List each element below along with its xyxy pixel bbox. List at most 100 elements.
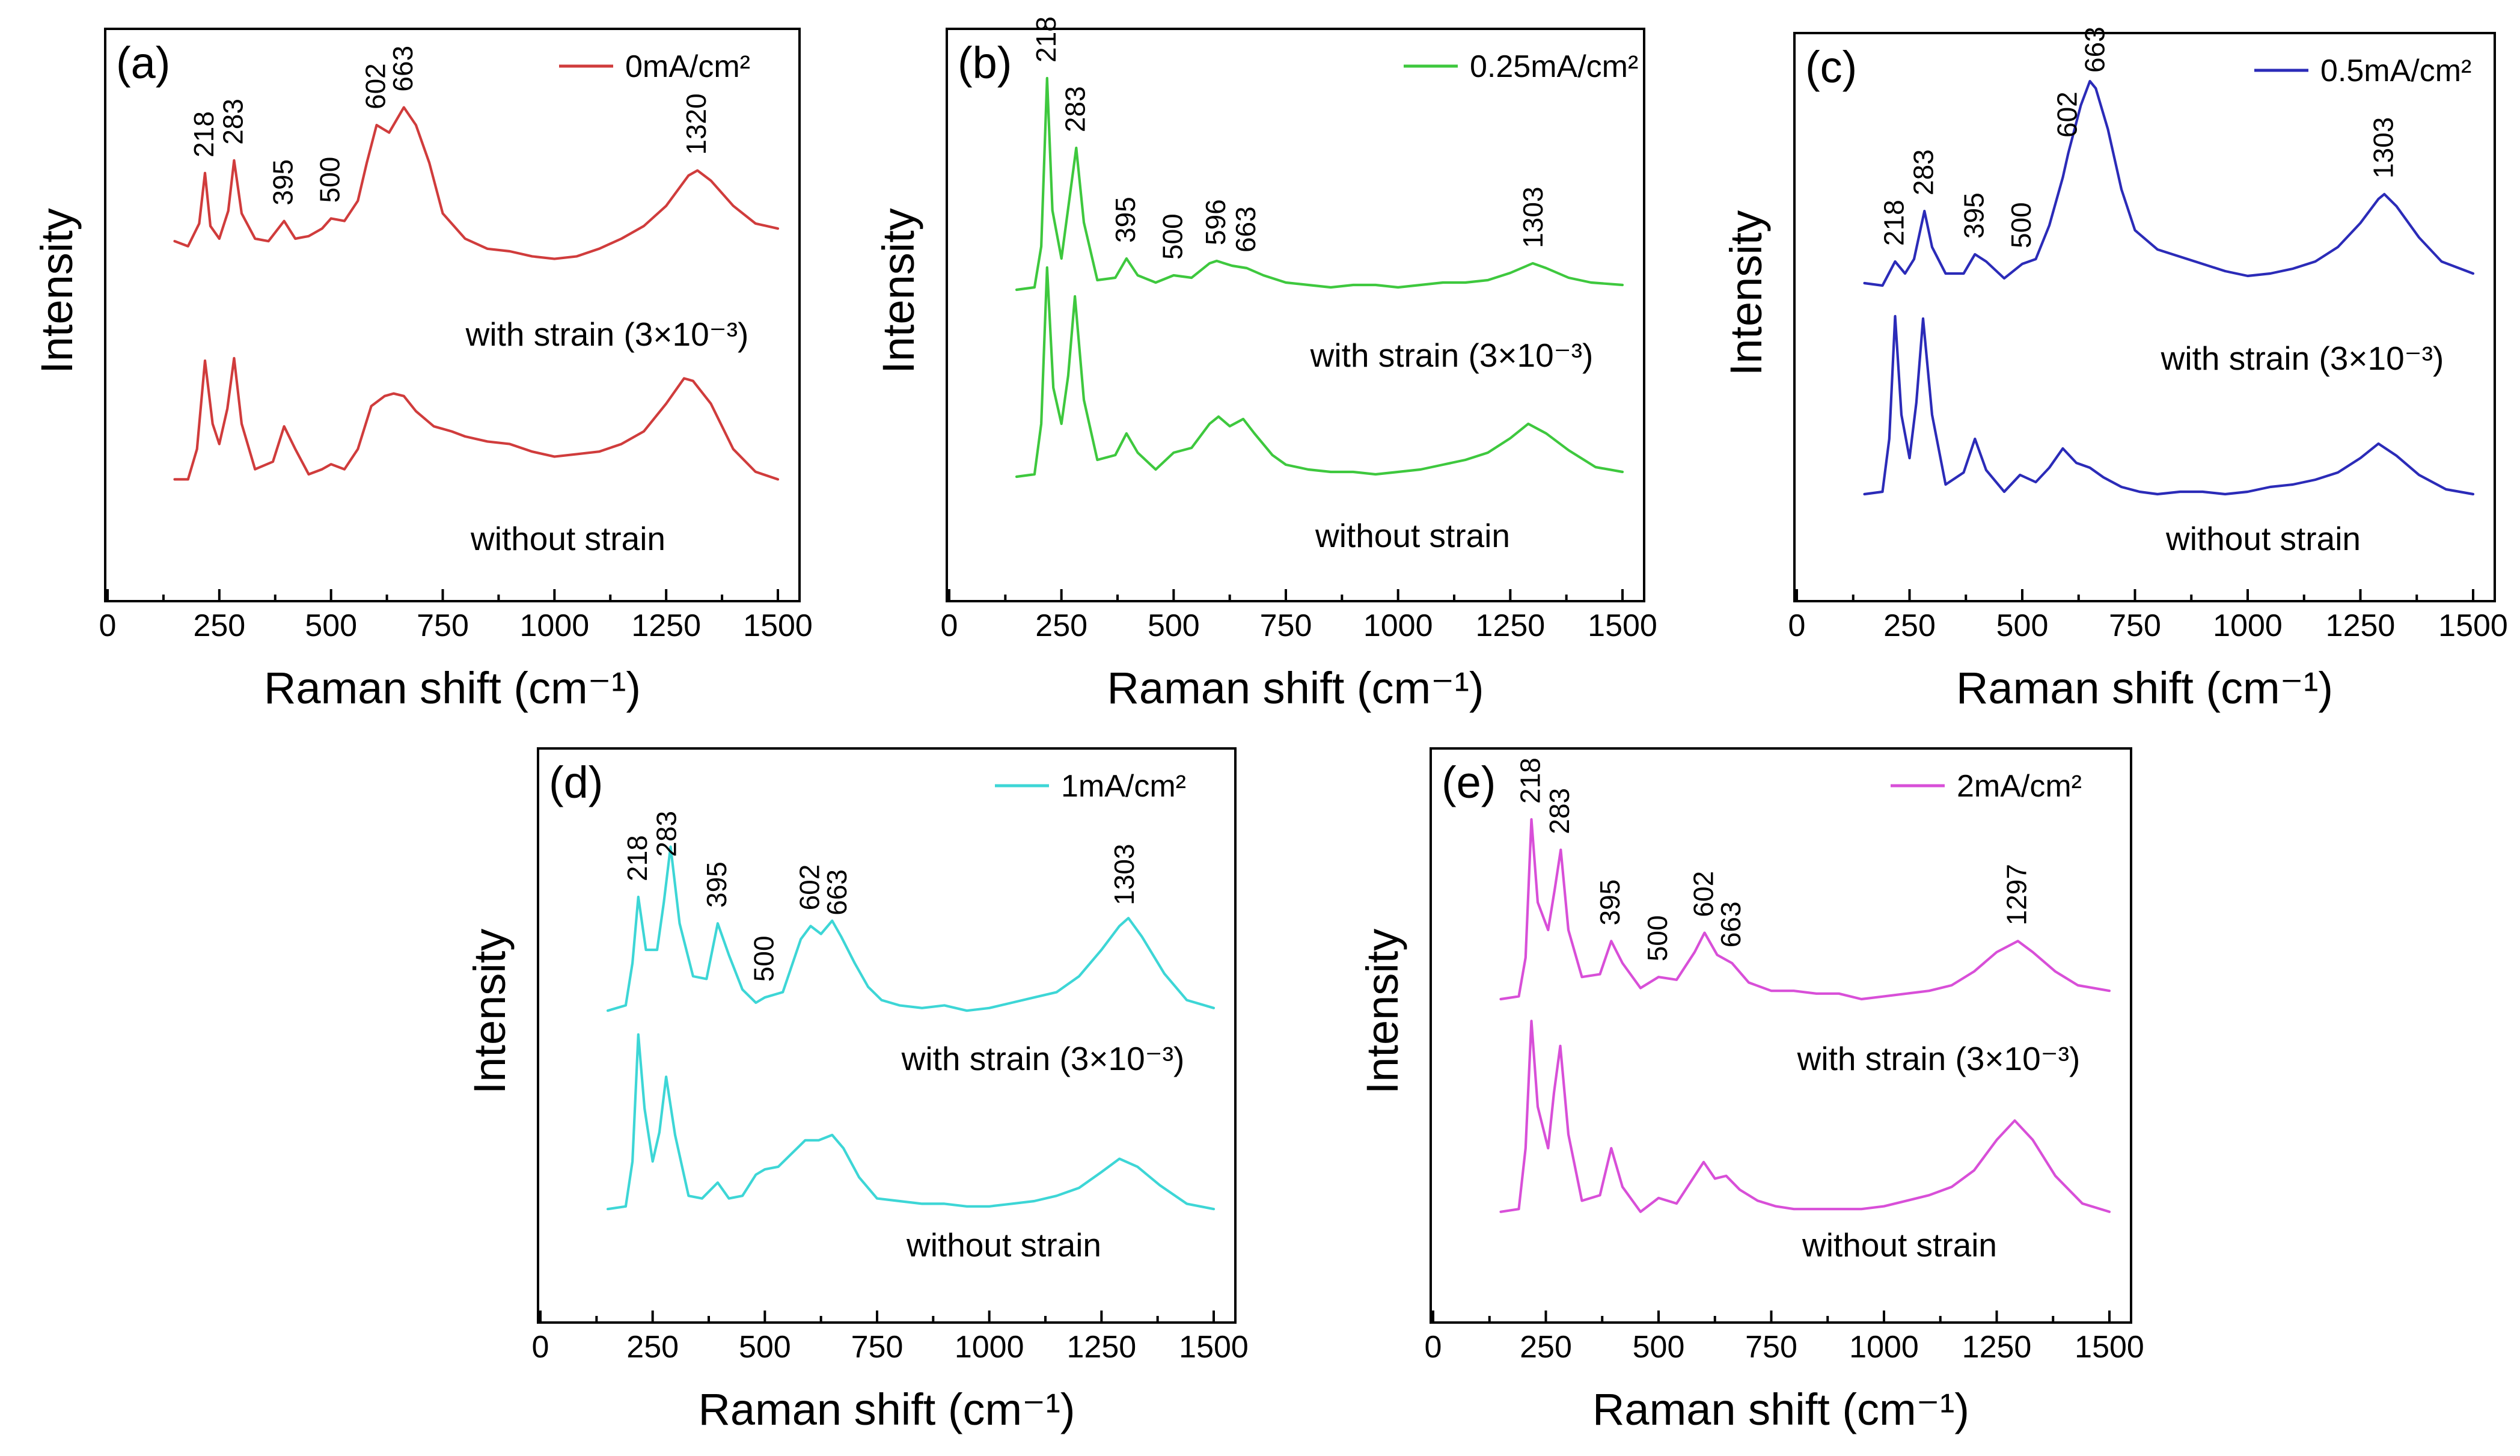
x-tick-label: 500 <box>739 1330 791 1365</box>
spectrum-without-strain <box>173 356 780 481</box>
x-tick-label: 250 <box>1520 1330 1572 1365</box>
x-tick-label: 750 <box>1745 1330 1797 1365</box>
x-tick-label: 0 <box>99 608 117 643</box>
plot-frame <box>1793 32 2496 602</box>
legend-label: 0.5mA/cm² <box>2320 54 2471 88</box>
label-without-strain: without strain <box>2165 520 2361 557</box>
spectrum-with-strain <box>1863 79 2475 287</box>
x-tick-label: 250 <box>626 1330 679 1365</box>
legend-label: 0mA/cm² <box>625 49 750 84</box>
label-with-strain: with strain (3×10⁻³) <box>465 316 749 353</box>
panel-label: (e) <box>1442 757 1496 807</box>
x-tick-label: 1000 <box>1849 1330 1919 1365</box>
peak-label: 218 <box>622 835 653 881</box>
peak-label: 602 <box>1688 871 1719 917</box>
peak-label: 218 <box>1879 200 1910 246</box>
spectrum-without-strain <box>1499 1020 2111 1213</box>
panel-label: (c) <box>1805 42 1857 92</box>
x-tick-label: 1250 <box>631 608 701 643</box>
peak-label: 663 <box>387 46 418 92</box>
y-axis-title: Intensity <box>873 208 923 374</box>
panel-label: (b) <box>958 38 1012 88</box>
peak-label: 218 <box>1515 757 1546 804</box>
x-axis-title: Raman shift (cm⁻¹) <box>698 1384 1075 1434</box>
x-axis-title: Raman shift (cm⁻¹) <box>1107 663 1484 713</box>
peak-label: 602 <box>794 864 825 911</box>
x-tick-label: 1500 <box>743 608 813 643</box>
peak-label: 596 <box>1200 199 1231 245</box>
peak-label: 663 <box>2079 26 2110 73</box>
x-tick-label: 1000 <box>955 1330 1024 1365</box>
label-with-strain: with strain (3×10⁻³) <box>1310 337 1594 374</box>
legend-label: 2mA/cm² <box>1957 769 2082 804</box>
peak-label: 395 <box>1958 192 1989 239</box>
x-tick-label: 0 <box>532 1330 549 1365</box>
y-axis-title: Intensity <box>1721 210 1771 376</box>
panel-label: (a) <box>116 38 170 88</box>
plot-frame <box>1430 747 2132 1324</box>
x-tick-label: 1000 <box>1363 608 1433 643</box>
panel-label: (d) <box>549 757 603 807</box>
plot-frame <box>946 28 1645 602</box>
label-with-strain: with strain (3×10⁻³) <box>901 1040 1185 1077</box>
x-tick-label: 1500 <box>2075 1330 2144 1365</box>
y-axis-title: Intensity <box>1357 929 1407 1095</box>
x-tick-label: 1500 <box>1179 1330 1249 1365</box>
spectrum-without-strain <box>1863 314 2475 496</box>
label-without-strain: without strain <box>1315 517 1510 554</box>
label-without-strain: without strain <box>470 520 665 557</box>
x-tick-label: 750 <box>417 608 469 643</box>
spectrum-with-strain <box>606 845 1216 1012</box>
peak-label: 1320 <box>680 93 712 154</box>
spectrum-without-strain <box>1015 266 1624 479</box>
x-tick-label: 1250 <box>2326 608 2396 643</box>
x-axis-title: Raman shift (cm⁻¹) <box>1956 663 2333 713</box>
peak-label: 1303 <box>2367 117 2399 179</box>
peak-label: 1303 <box>1109 843 1140 905</box>
chart-panel-d: 0 250 500 750 1000 1250 1500 Raman shift (cm⁻¹)… <box>465 747 1249 1434</box>
plot-frame <box>104 28 801 602</box>
x-tick-label: 1000 <box>2213 608 2283 643</box>
label-with-strain: with strain (3×10⁻³) <box>2161 340 2444 377</box>
peak-label: 500 <box>1642 915 1673 961</box>
peak-label: 283 <box>1544 788 1575 834</box>
peak-label: 602 <box>2052 91 2083 138</box>
x-tick-label: 750 <box>1260 608 1312 643</box>
x-tick-label: 250 <box>1883 608 1936 643</box>
x-tick-label: 250 <box>1035 608 1087 643</box>
x-tick-label: 250 <box>193 608 245 643</box>
peak-label: 500 <box>1157 213 1188 260</box>
spectrum-with-strain <box>1015 76 1624 292</box>
legend-label: 1mA/cm² <box>1061 769 1186 804</box>
peak-label: 283 <box>217 99 248 145</box>
chart-panel-b: 0 250 500 750 1000 1250 1500 Raman shift (cm⁻¹)… <box>873 16 1657 713</box>
x-tick-label: 1250 <box>1962 1330 2032 1365</box>
x-tick-label: 1250 <box>1066 1330 1136 1365</box>
x-tick-label: 1500 <box>1588 608 1657 643</box>
peak-label: 218 <box>188 111 219 158</box>
x-tick-label: 0 <box>941 608 958 643</box>
peak-label: 283 <box>650 811 682 857</box>
x-tick-label: 1250 <box>1475 608 1545 643</box>
x-tick-label: 1500 <box>2438 608 2508 643</box>
label-with-strain: with strain (3×10⁻³) <box>1797 1040 2081 1077</box>
label-without-strain: without strain <box>906 1226 1101 1264</box>
x-tick-label: 500 <box>305 608 357 643</box>
x-tick-label: 750 <box>2109 608 2161 643</box>
peak-label: 500 <box>748 935 779 982</box>
label-without-strain: without strain <box>1802 1226 1997 1264</box>
x-tick-label: 750 <box>851 1330 904 1365</box>
x-tick-label: 0 <box>1425 1330 1442 1365</box>
peak-label: 395 <box>1594 879 1625 926</box>
spectrum-with-strain <box>1499 818 2111 1001</box>
peak-label: 602 <box>359 63 391 109</box>
peak-label: 500 <box>314 157 346 203</box>
x-tick-label: 500 <box>1148 608 1200 643</box>
chart-panel-e: 0 250 500 750 1000 1250 1500 Raman shift (cm⁻¹)… <box>1357 747 2144 1434</box>
x-tick-label: 0 <box>1788 608 1806 643</box>
legend-label: 0.25mA/cm² <box>1470 49 1638 84</box>
peak-label: 500 <box>2005 202 2037 248</box>
plot-frame <box>537 747 1237 1324</box>
peak-label: 283 <box>1907 149 1939 195</box>
